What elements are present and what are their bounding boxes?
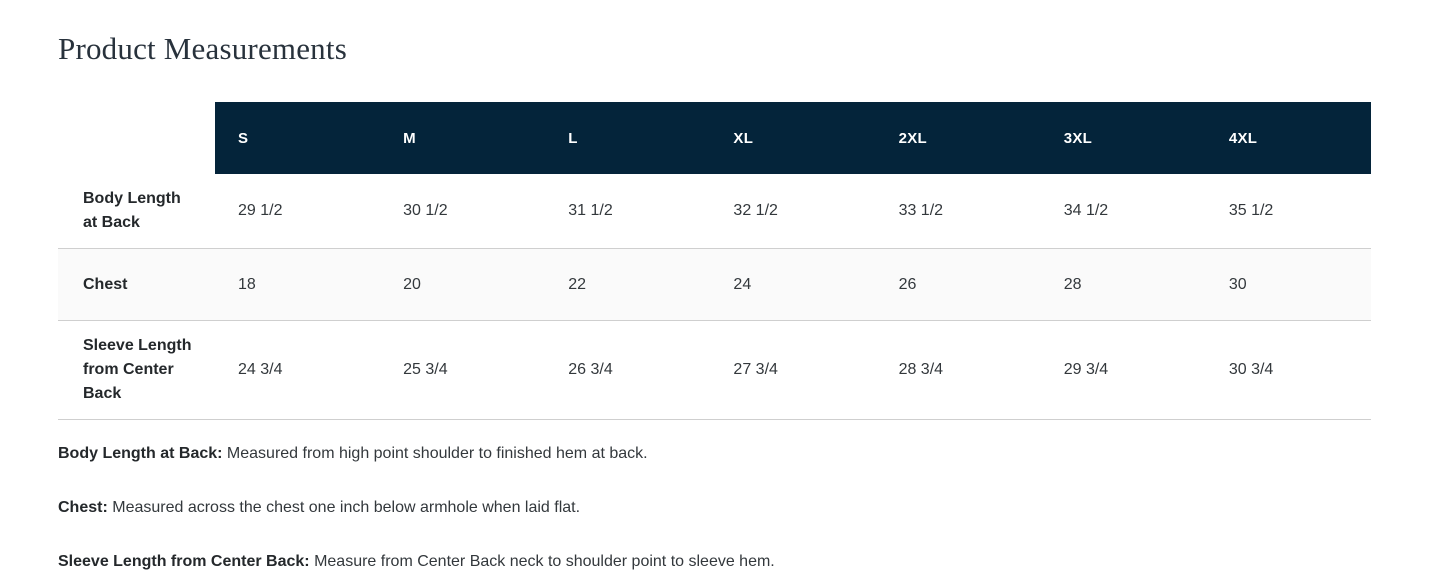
measurement-cell: 28 3/4 [898, 361, 944, 378]
measurement-cell: 34 1/2 [1063, 202, 1109, 219]
measurement-cell: 30 1/2 [403, 202, 448, 219]
footnote-term: Sleeve Length from Center Back: [58, 553, 310, 570]
table-row-chest: Chest 18 20 22 24 26 28 30 [58, 249, 1371, 321]
measurement-cell: 22 [568, 275, 587, 293]
measurement-cell: 31 1/2 [568, 202, 613, 219]
footnote-term: Chest: [58, 499, 108, 516]
measurement-cell: 27 3/4 [733, 361, 778, 378]
measurement-cell: 26 3/4 [568, 361, 613, 378]
footnote-term: Body Length at Back: [58, 445, 223, 462]
size-header-m: M [380, 102, 546, 174]
table-row-body-length: Body Length at Back 29 1/2 30 1/2 31 1/2… [58, 174, 1371, 249]
footnote-chest: Chest: Measured across the chest one inc… [58, 496, 1441, 520]
table-row-sleeve-length: Sleeve Length from Center Back 24 3/4 25… [58, 321, 1371, 420]
measurement-cell: 24 [733, 275, 752, 293]
footnote-description: Measured across the chest one inch below… [112, 499, 581, 516]
footnote-description: Measure from Center Back neck to shoulde… [314, 553, 775, 570]
measurement-cell: 25 3/4 [403, 361, 448, 378]
measurement-cell: 24 3/4 [238, 361, 283, 378]
size-header-xl: XL [710, 102, 876, 174]
row-label: Body Length at Back [83, 190, 181, 231]
measurement-cell: 32 1/2 [733, 202, 778, 219]
measurement-cell: 18 [238, 275, 256, 293]
measurement-cell: 29 1/2 [238, 202, 283, 219]
measurement-cell: 33 1/2 [898, 202, 944, 219]
row-label: Chest [83, 275, 128, 293]
size-header-2xl: 2XL [875, 102, 1041, 174]
measurement-definitions: Body Length at Back: Measured from high … [58, 442, 1441, 574]
footnote-description: Measured from high point shoulder to fin… [226, 445, 648, 462]
measurement-cell: 29 3/4 [1063, 361, 1109, 378]
size-header-row: S M L XL 2XL 3XL 4XL [58, 102, 1371, 174]
size-header-l: L [545, 102, 711, 174]
measurement-cell: 26 [898, 275, 917, 293]
page-title: Product Measurements [58, 31, 347, 66]
measurement-cell: 30 3/4 [1228, 361, 1274, 378]
measurement-cell: 30 [1228, 275, 1247, 293]
measurement-cell: 20 [403, 275, 421, 293]
size-header-s: S [215, 102, 381, 174]
row-label: Sleeve Length from Center Back [83, 337, 192, 402]
header-corner-spacer [58, 102, 215, 174]
footnote-body-length: Body Length at Back: Measured from high … [58, 442, 1441, 466]
size-header-3xl: 3XL [1040, 102, 1206, 174]
measurement-cell: 28 [1063, 275, 1082, 293]
footnote-sleeve-length: Sleeve Length from Center Back: Measure … [58, 550, 1441, 574]
size-header-4xl: 4XL [1205, 102, 1371, 174]
measurement-cell: 35 1/2 [1228, 202, 1274, 219]
measurements-table: S M L XL 2XL 3XL 4XL Body Length at Back… [58, 102, 1371, 420]
